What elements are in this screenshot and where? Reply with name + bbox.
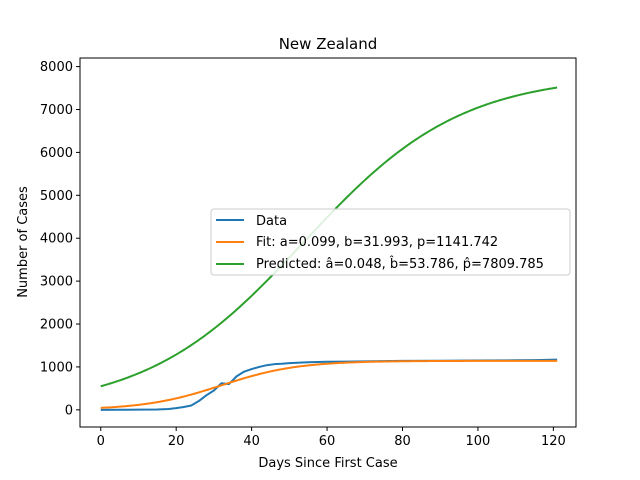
- y-tick-label: 4000: [40, 232, 73, 247]
- series-line-fit: [100, 359, 558, 409]
- axes-frame: [79, 57, 577, 428]
- chart-title: New Zealand: [279, 35, 378, 53]
- legend: Data Fit: a=0.099, b=31.993, p=1141.742 …: [210, 208, 571, 276]
- x-tick-label: 20: [168, 434, 185, 449]
- x-tick-label: 40: [243, 434, 260, 449]
- x-tick-label: 120: [541, 434, 566, 449]
- y-tick-label: 5000: [40, 189, 73, 204]
- y-tick-label: 8000: [40, 60, 73, 75]
- y-tick-label: 1000: [40, 360, 73, 375]
- x-axis: 0 20 40 60 80 100 120: [97, 427, 566, 449]
- x-tick-label: 100: [466, 434, 491, 449]
- y-tick-label: 7000: [40, 103, 73, 118]
- y-tick-label: 3000: [40, 275, 73, 290]
- y-axis: 0 1000 2000 3000 4000 5000 6000 7000 8000: [40, 60, 80, 418]
- x-tick-label: 60: [319, 434, 336, 449]
- x-tick-label: 0: [97, 434, 105, 449]
- legend-box: [210, 208, 571, 276]
- legend-label-data: Data: [256, 214, 287, 229]
- y-tick-label: 6000: [40, 146, 73, 161]
- legend-label-fit: Fit: a=0.099, b=31.993, p=1141.742: [256, 235, 498, 250]
- y-tick-label: 0: [65, 403, 73, 418]
- y-tick-label: 2000: [40, 318, 73, 333]
- y-axis-label: Number of Cases: [16, 186, 31, 298]
- x-tick-label: 80: [394, 434, 411, 449]
- legend-label-predicted: Predicted: â=0.048, b̂=53.786, p̂=7809.7…: [256, 257, 544, 272]
- x-axis-label: Days Since First Case: [258, 456, 397, 471]
